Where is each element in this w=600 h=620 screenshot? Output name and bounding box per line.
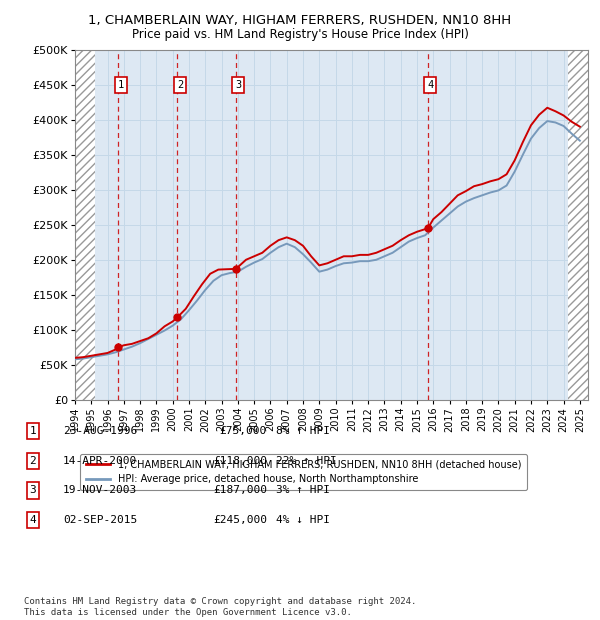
Text: 3% ↑ HPI: 3% ↑ HPI — [276, 485, 330, 495]
Text: 02-SEP-2015: 02-SEP-2015 — [63, 515, 137, 525]
Text: 3: 3 — [29, 485, 37, 495]
Text: 14-APR-2000: 14-APR-2000 — [63, 456, 137, 466]
Text: 22% ↑ HPI: 22% ↑ HPI — [276, 456, 337, 466]
Text: Price paid vs. HM Land Registry's House Price Index (HPI): Price paid vs. HM Land Registry's House … — [131, 28, 469, 41]
Bar — [75, 50, 95, 400]
Text: £118,000: £118,000 — [213, 456, 267, 466]
Text: 4% ↓ HPI: 4% ↓ HPI — [276, 515, 330, 525]
Text: 2: 2 — [177, 79, 183, 90]
Text: 8% ↑ HPI: 8% ↑ HPI — [276, 426, 330, 436]
Text: 3: 3 — [235, 79, 241, 90]
Text: 1: 1 — [29, 426, 37, 436]
Text: £187,000: £187,000 — [213, 485, 267, 495]
Text: 1, CHAMBERLAIN WAY, HIGHAM FERRERS, RUSHDEN, NN10 8HH: 1, CHAMBERLAIN WAY, HIGHAM FERRERS, RUSH… — [88, 14, 512, 27]
Text: 23-AUG-1996: 23-AUG-1996 — [63, 426, 137, 436]
Text: 4: 4 — [427, 79, 433, 90]
Text: 1: 1 — [118, 79, 124, 90]
Bar — [568, 50, 588, 400]
Text: £75,000: £75,000 — [220, 426, 267, 436]
Text: 2: 2 — [29, 456, 37, 466]
Text: 19-NOV-2003: 19-NOV-2003 — [63, 485, 137, 495]
Text: Contains HM Land Registry data © Crown copyright and database right 2024.
This d: Contains HM Land Registry data © Crown c… — [24, 598, 416, 617]
Legend: 1, CHAMBERLAIN WAY, HIGHAM FERRERS, RUSHDEN, NN10 8HH (detached house), HPI: Ave: 1, CHAMBERLAIN WAY, HIGHAM FERRERS, RUSH… — [80, 454, 527, 490]
Text: 4: 4 — [29, 515, 37, 525]
Text: £245,000: £245,000 — [213, 515, 267, 525]
